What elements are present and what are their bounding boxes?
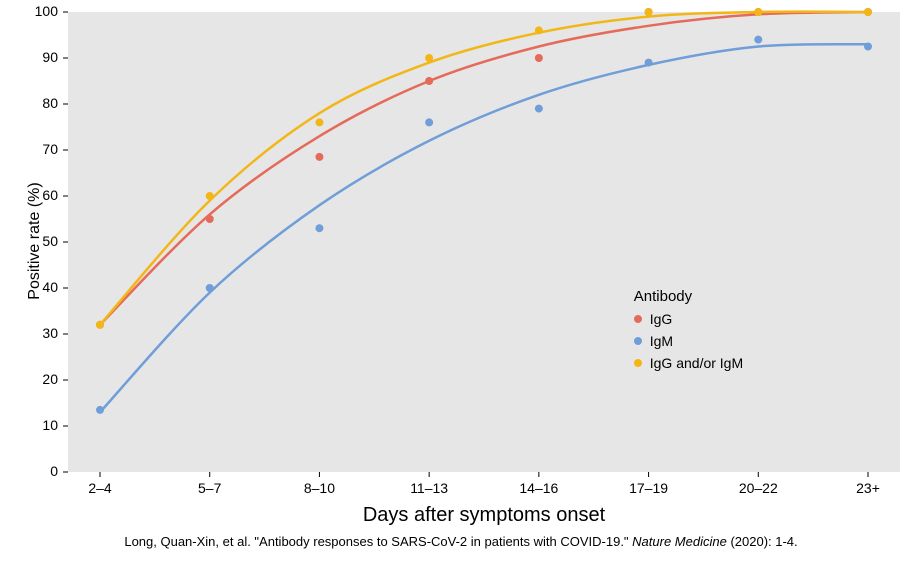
y-tick-label: 50 xyxy=(28,233,58,249)
legend-dot-igg xyxy=(634,315,642,323)
x-tick-label: 2–4 xyxy=(60,480,140,496)
legend-title: Antibody xyxy=(634,288,743,305)
legend-item-both: IgG and/or IgM xyxy=(634,355,743,371)
citation-suffix: (2020): 1-4. xyxy=(727,534,798,549)
x-tick-label: 5–7 xyxy=(170,480,250,496)
x-tick-label: 20–22 xyxy=(718,480,798,496)
x-axis-label: Days after symptoms onset xyxy=(68,504,900,527)
legend-label-both: IgG and/or IgM xyxy=(650,355,743,371)
citation-prefix: Long, Quan-Xin, et al. "Antibody respons… xyxy=(124,534,632,549)
y-tick-label: 30 xyxy=(28,325,58,341)
x-tick-label: 14–16 xyxy=(499,480,579,496)
citation-journal: Nature Medicine xyxy=(632,534,727,549)
x-tick-label: 8–10 xyxy=(279,480,359,496)
y-tick-label: 40 xyxy=(28,279,58,295)
legend: Antibody IgG IgM IgG and/or IgM xyxy=(634,288,743,377)
legend-item-igg: IgG xyxy=(634,311,743,327)
y-tick-label: 80 xyxy=(28,95,58,111)
y-tick-label: 60 xyxy=(28,187,58,203)
legend-item-igm: IgM xyxy=(634,333,743,349)
x-tick-label: 23+ xyxy=(828,480,908,496)
legend-label-igm: IgM xyxy=(650,333,673,349)
legend-dot-both xyxy=(634,359,642,367)
y-tick-label: 0 xyxy=(28,463,58,479)
y-tick-label: 100 xyxy=(28,3,58,19)
x-tick-label: 17–19 xyxy=(609,480,689,496)
legend-dot-igm xyxy=(634,337,642,345)
chart-container: Positive rate (%) Days after symptoms on… xyxy=(0,0,922,565)
x-tick-label: 11–13 xyxy=(389,480,469,496)
citation: Long, Quan-Xin, et al. "Antibody respons… xyxy=(0,534,922,549)
y-tick-label: 90 xyxy=(28,49,58,65)
y-tick-label: 10 xyxy=(28,417,58,433)
y-tick-label: 70 xyxy=(28,141,58,157)
legend-label-igg: IgG xyxy=(650,311,673,327)
y-tick-label: 20 xyxy=(28,371,58,387)
